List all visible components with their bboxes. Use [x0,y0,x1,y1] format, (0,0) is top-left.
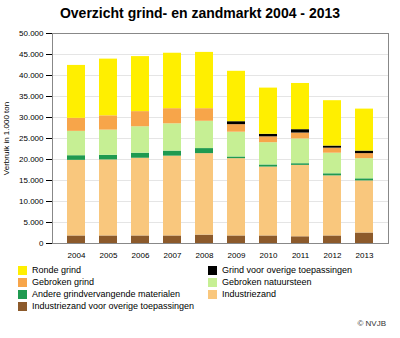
svg-text:5.000: 5.000 [23,218,44,227]
svg-text:0: 0 [39,239,44,248]
svg-text:35.000: 35.000 [19,92,44,101]
svg-text:Verbruik in 1.000 ton: Verbruik in 1.000 ton [2,102,11,175]
svg-text:2010: 2010 [260,251,278,260]
html-text:Industriezand voor overige toe: Industriezand voor overige toepassingen [32,301,195,311]
html-text:Grind voor overige toepassinge: Grind voor overige toepassingen [222,265,353,275]
svg-text:2004: 2004 [68,251,86,260]
svg-text:2007: 2007 [164,251,182,260]
html-text:Andere grindvervangende materi: Andere grindvervangende materialen [32,289,181,299]
svg-text:50.000: 50.000 [19,29,44,38]
html-text:Gebroken natuursteen: Gebroken natuursteen [222,277,312,287]
html-text:Overzicht grind- en zandmarkt: Overzicht grind- en zandmarkt 2004 - 201… [59,5,340,21]
svg-text:2013: 2013 [356,251,374,260]
svg-text:2011: 2011 [292,251,310,260]
svg-text:2005: 2005 [100,251,118,260]
svg-text:40.000: 40.000 [19,71,44,80]
svg-text:10.000: 10.000 [19,197,44,206]
svg-text:20.000: 20.000 [19,155,44,164]
svg-text:2008: 2008 [196,251,214,260]
svg-text:25.000: 25.000 [19,134,44,143]
html-text:Industriezand: Industriezand [222,289,276,299]
svg-text:2009: 2009 [228,251,246,260]
svg-text:2012: 2012 [324,251,342,260]
html-text:Gebroken grind: Gebroken grind [32,277,94,287]
html-text:Ronde grind: Ronde grind [32,265,81,275]
svg-text:2006: 2006 [132,251,150,260]
svg-text:15.000: 15.000 [19,176,44,185]
svg-text:45.000: 45.000 [19,50,44,59]
html-text:© NVJB: © NVJB [357,319,386,328]
svg-text:30.000: 30.000 [19,113,44,122]
